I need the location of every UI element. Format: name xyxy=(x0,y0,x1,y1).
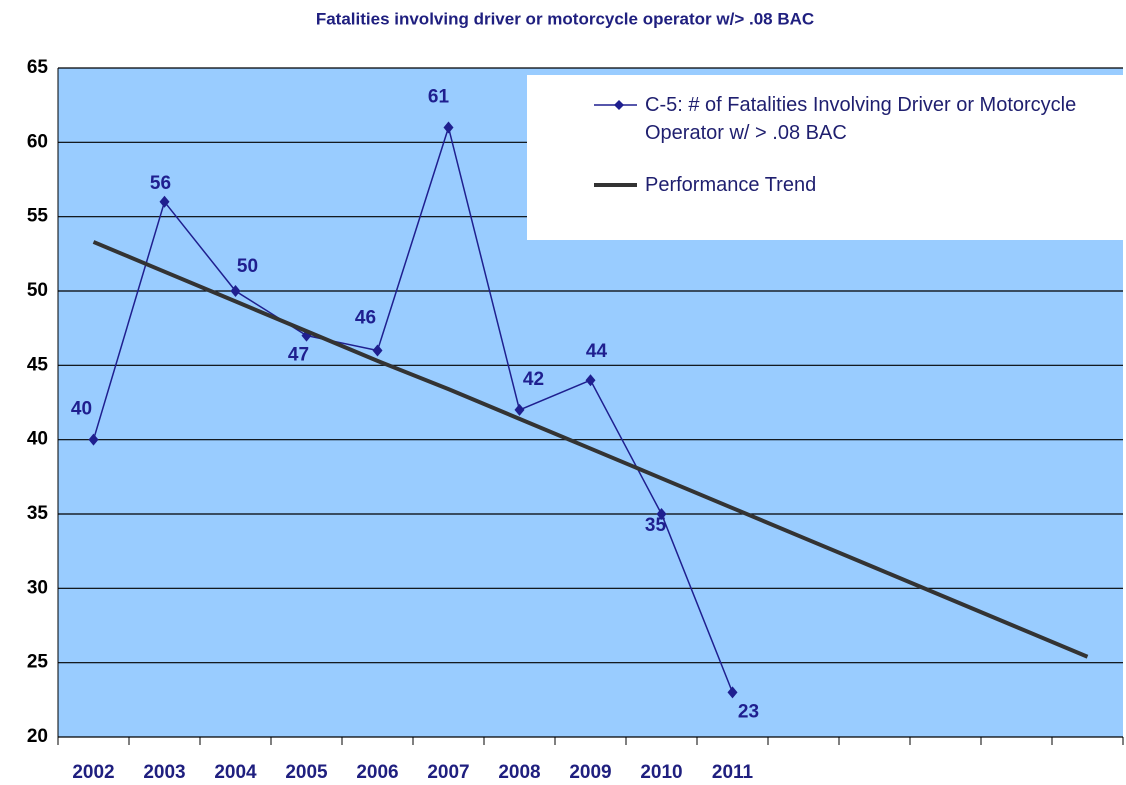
marker xyxy=(727,686,738,699)
data-line xyxy=(92,124,734,693)
data-label: 61 xyxy=(428,86,450,107)
marker xyxy=(372,344,383,357)
y-tick-label: 25 xyxy=(27,652,49,673)
chart-title: Fatalities involving driver or motorcycl… xyxy=(316,9,814,28)
x-tick-label: 2006 xyxy=(356,762,398,783)
legend-marker xyxy=(614,100,624,110)
data-label: 44 xyxy=(586,341,608,362)
data-label: 47 xyxy=(288,345,309,366)
data-label: 35 xyxy=(645,515,667,536)
x-tick-label: 2007 xyxy=(427,762,469,783)
y-tick-label: 55 xyxy=(27,206,49,227)
x-tick-label: 2009 xyxy=(569,762,611,783)
marker xyxy=(656,508,667,520)
trend-line xyxy=(92,240,1089,659)
y-tick-label: 60 xyxy=(27,131,48,152)
marker xyxy=(159,195,170,208)
legend-label: C-5: # of Fatalities Involving Driver or… xyxy=(645,94,1077,144)
y-tick-label: 40 xyxy=(27,429,48,450)
legend: C-5: # of Fatalities Involving Driver or… xyxy=(527,75,1123,240)
y-tick-label: 30 xyxy=(27,577,48,598)
x-tick-label: 2004 xyxy=(214,762,257,783)
data-label: 40 xyxy=(71,399,92,420)
x-tick-label: 2008 xyxy=(498,762,540,783)
data-label: 50 xyxy=(237,256,258,277)
y-tick-label: 65 xyxy=(27,57,49,78)
y-tick-label: 20 xyxy=(27,726,48,747)
marker xyxy=(585,374,596,387)
marker xyxy=(443,121,454,134)
y-tick-label: 45 xyxy=(27,354,49,375)
x-tick-label: 2005 xyxy=(285,762,328,783)
marker xyxy=(514,403,525,416)
legend-label: Performance Trend xyxy=(645,174,817,196)
x-tick-label: 2010 xyxy=(640,762,682,783)
data-label: 56 xyxy=(150,173,171,194)
marker xyxy=(88,433,99,446)
y-tick-label: 35 xyxy=(27,503,49,524)
legend-keys xyxy=(594,100,637,187)
data-label: 46 xyxy=(355,307,376,328)
x-tick-label: 2003 xyxy=(143,762,185,783)
x-tick-label: 2011 xyxy=(712,762,754,783)
marker xyxy=(230,285,241,297)
y-tick-label: 50 xyxy=(27,280,48,301)
data-label: 23 xyxy=(738,701,759,722)
data-label: 42 xyxy=(523,369,544,390)
x-tick-label: 2002 xyxy=(72,762,114,783)
